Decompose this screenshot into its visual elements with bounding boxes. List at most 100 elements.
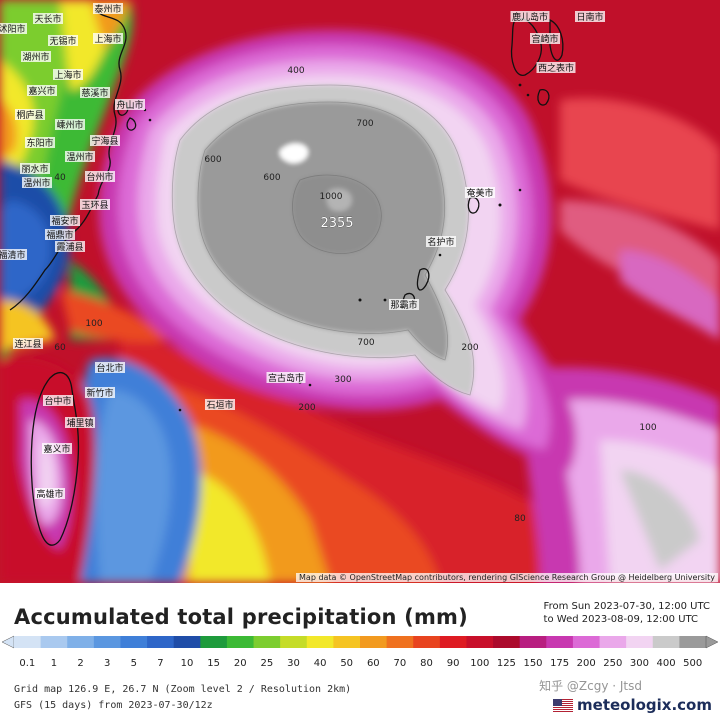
- place-label-bg: [465, 187, 495, 198]
- valid-period: From Sun 2023-07-30, 12:00 UTC to Wed 20…: [544, 600, 710, 626]
- place-label: 上海市: [53, 69, 83, 81]
- place-label: 福安市: [50, 215, 80, 227]
- period-from: From Sun 2023-07-30, 12:00 UTC: [543, 601, 710, 612]
- place-label-bg: [45, 229, 75, 240]
- place-label-bg: [389, 299, 419, 310]
- place-label-text: 鹿儿岛市: [512, 11, 548, 23]
- scale-swatch: [67, 636, 95, 648]
- max-precip-core: [172, 85, 474, 395]
- place-label: 石垣市: [205, 399, 235, 411]
- place-label-bg: [65, 417, 95, 428]
- scale-tick-label: 5: [131, 658, 137, 669]
- place-label-text: 宁海县: [91, 135, 118, 147]
- place-label-bg: [80, 199, 110, 210]
- place-label: 嵊州市: [55, 119, 85, 131]
- scale-swatch: [40, 636, 68, 648]
- scale-tick-label: 15: [207, 658, 220, 669]
- place-label-bg: [55, 119, 85, 130]
- okinawa-coast: [416, 268, 430, 291]
- place-label-bg: [20, 163, 50, 174]
- place-label-text: 台中市: [44, 395, 71, 407]
- place-label-text: 丽水市: [21, 163, 48, 175]
- legend-panel: Accumulated total precipitation (mm) Fro…: [0, 583, 720, 720]
- scale-tick-label: 7: [157, 658, 163, 669]
- scale-swatch: [546, 636, 574, 648]
- scale-swatch: [306, 636, 334, 648]
- place-label-bg: [55, 241, 85, 252]
- place-label: 奄美市: [465, 187, 495, 199]
- scale-tick-label: 0.1: [19, 658, 35, 669]
- scale-swatch: [14, 636, 42, 648]
- place-label-text: 天长市: [34, 13, 61, 25]
- place-label-bg: [115, 99, 145, 110]
- scale-arrow-left: [1, 635, 15, 649]
- place-label-bg: [95, 362, 125, 373]
- contour-lines: [171, 84, 475, 396]
- place-label-text: 台州市: [86, 171, 113, 183]
- place-label-text: 台北市: [96, 362, 123, 374]
- place-label-bg: [15, 109, 45, 120]
- place-label-bg: [21, 51, 51, 62]
- scale-swatch: [599, 636, 627, 648]
- place-label: 鹿儿岛市: [510, 11, 550, 23]
- place-label-text: 石垣市: [206, 399, 233, 411]
- china-coast-north: [94, 9, 127, 196]
- scale-swatch: [253, 636, 281, 648]
- place-label-bg: [65, 151, 95, 162]
- scale-swatch: [120, 636, 148, 648]
- place-label-bg: [536, 62, 576, 73]
- place-label-bg: [35, 488, 65, 499]
- place-label: 福清市: [0, 249, 27, 261]
- precipitation-map[interactable]: 400 700 600 600 1000 700 300 200 100 60 40 80 100 200…: [0, 0, 720, 583]
- watermark: 知乎 @Zcgy · Jtsd: [539, 679, 642, 693]
- scale-swatch: [626, 636, 654, 648]
- place-label-bg: [93, 3, 123, 14]
- place-label: 温州市: [65, 151, 95, 163]
- place-label-text: 日南市: [576, 11, 603, 23]
- scale-swatch: [226, 636, 255, 648]
- place-label-bg: [27, 85, 57, 96]
- scale-tick-label: 100: [470, 658, 489, 669]
- scale-tick-label: 175: [550, 658, 569, 669]
- scale-tick-label: 300: [630, 658, 649, 669]
- place-label: 慈溪市: [80, 87, 110, 99]
- contour-label: 200: [461, 343, 478, 353]
- place-label: 嘉兴市: [27, 85, 57, 97]
- place-label-text: 温州市: [66, 151, 93, 163]
- place-label-text: 温州市: [23, 177, 50, 189]
- place-label-text: 泰州市: [94, 3, 121, 15]
- place-label: 台北市: [95, 362, 125, 374]
- place-label-bg: [22, 177, 52, 188]
- scale-tick-label: 70: [394, 658, 407, 669]
- scale-tick-label: 3: [104, 658, 110, 669]
- scale-tick-label: 2: [77, 658, 83, 669]
- place-label-bg: [42, 443, 72, 454]
- place-label-bg: [13, 338, 43, 349]
- place-label-bg: [48, 35, 78, 46]
- scale-tick-label: 150: [523, 658, 542, 669]
- scale-swatch: [439, 636, 467, 648]
- place-label: 泰州市: [93, 3, 123, 15]
- place-label-bg: [205, 399, 235, 410]
- place-label: 丽水市: [20, 163, 50, 175]
- map-attribution: Map data © OpenStreetMap contributors, r…: [296, 573, 718, 582]
- scale-tick-label: 90: [447, 658, 460, 669]
- contour-label: 1000: [320, 192, 343, 202]
- place-label-text: 湖州市: [22, 51, 49, 63]
- scale-swatch: [679, 636, 707, 648]
- place-label-text: 上海市: [54, 69, 81, 81]
- brand-logo[interactable]: meteologix.com: [553, 696, 712, 714]
- scale-tick-label: 30: [287, 658, 300, 669]
- contour-label: 600: [263, 173, 280, 183]
- scale-swatch: [493, 636, 521, 648]
- scale-swatch: [466, 636, 494, 648]
- precipitation-map-canvas: 400 700 600 600 1000 700 300 200 100 60 40 80 100 200…: [0, 0, 720, 583]
- place-label-text: 舟山市: [116, 99, 143, 111]
- place-label: 东阳市: [25, 137, 55, 149]
- scale-swatch: [147, 636, 175, 648]
- scale-tick-label: 80: [420, 658, 433, 669]
- place-label-text: 沭阳市: [0, 23, 26, 35]
- place-label: 上海市: [93, 33, 123, 45]
- place-label-text: 霞浦县: [56, 241, 83, 253]
